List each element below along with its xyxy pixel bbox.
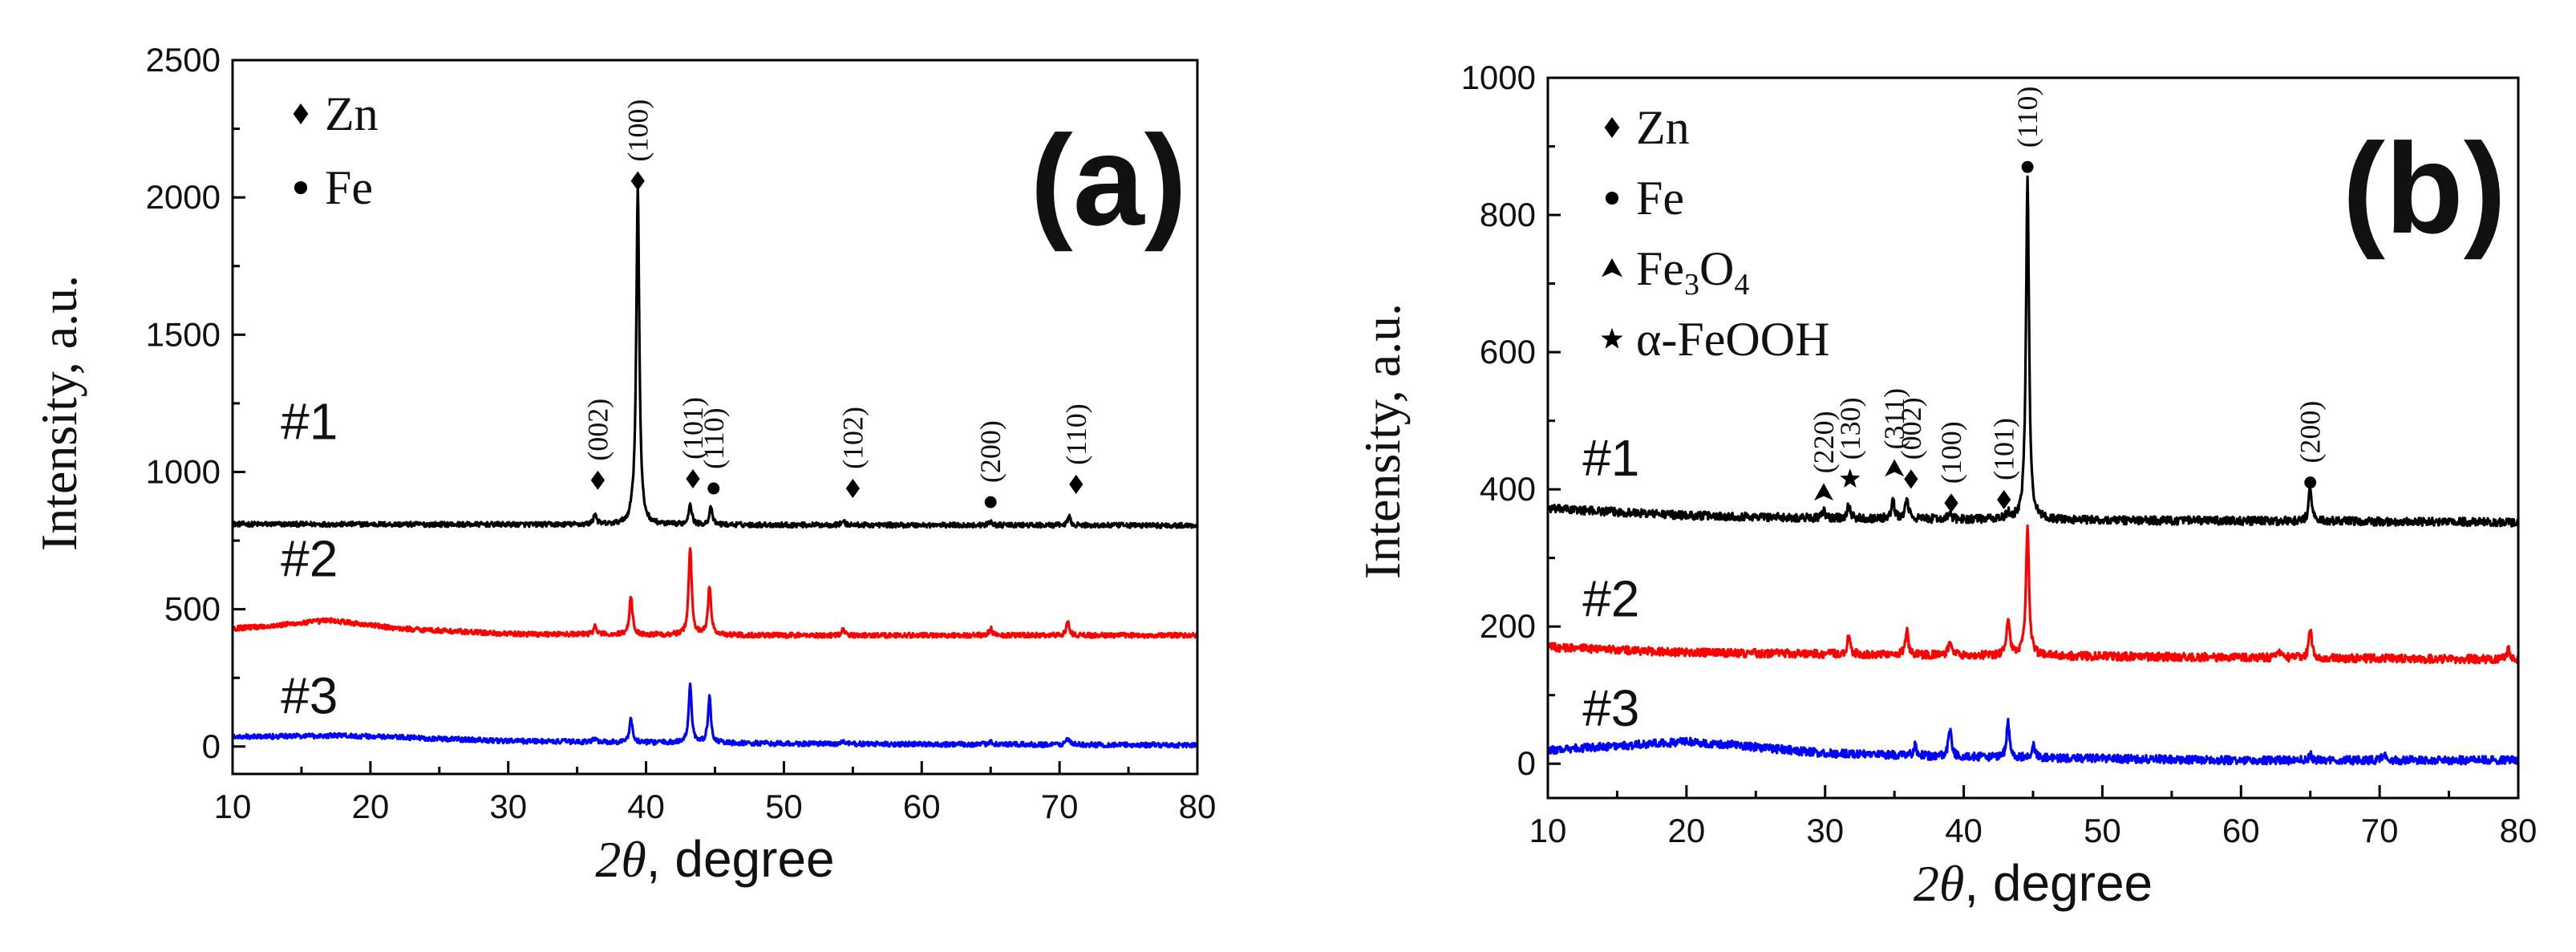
x-tick-label: 40	[627, 788, 665, 825]
peak-hkl-label: (200)	[2295, 401, 2327, 464]
peak-marker-circle	[2021, 160, 2034, 173]
x-tick-label: 30	[1806, 812, 1844, 849]
legend-subscript: 4	[1734, 268, 1749, 302]
x-axis-label: 2θ, degree	[595, 830, 834, 888]
peak-marker-diamond	[845, 479, 860, 498]
y-axis-label: Intensity, a.u.	[30, 275, 87, 551]
peak-hkl-label: (100)	[1935, 421, 1967, 484]
panel-label: (b)	[2343, 116, 2506, 260]
peak-hkl-label: (101)	[1988, 418, 2020, 480]
peak-marker-triangle	[1813, 483, 1833, 501]
peak-hkl-label: (110)	[1060, 403, 1092, 465]
legend-label: Fe	[1636, 172, 1684, 225]
y-axis-label: Intensity, a.u.	[1354, 303, 1411, 579]
x-tick-label: 10	[214, 788, 252, 825]
x-tick-label: 50	[765, 788, 803, 825]
y-tick-label: 1000	[1461, 59, 1536, 96]
x-tick-label: 60	[2222, 812, 2260, 849]
peak-hkl-label: (100)	[622, 99, 654, 162]
peak-hkl-label: (130)	[1834, 397, 1866, 460]
series-line-2	[231, 547, 1199, 639]
peak-hkl-label: (110)	[698, 407, 730, 469]
peak-marker-circle	[707, 482, 720, 495]
peak-marker-diamond	[590, 470, 606, 490]
series-label: #1	[1582, 429, 1639, 487]
peak-marker-diamond	[1904, 469, 1918, 489]
x-axis-symbol: 2θ	[595, 831, 646, 888]
series-label: #1	[281, 392, 338, 450]
x-tick-label: 70	[2361, 812, 2399, 849]
panel-a-chart: #1 #2 #3 10 20 30 40 50 60 70 80 0 500 1000 1500 2000 25…	[30, 41, 1216, 888]
peak-hkl-label: (002)	[581, 399, 614, 461]
peak-hkl-label: (002)	[1895, 397, 1927, 460]
x-axis-symbol: 2θ	[1914, 855, 1964, 912]
y-tick-label: 600	[1480, 333, 1536, 371]
peak-marker-circle	[984, 496, 997, 508]
x-tick-label: 20	[351, 788, 389, 825]
y-tick-label: 0	[202, 727, 221, 765]
legend-subscript: 3	[1684, 268, 1699, 302]
series-label: #2	[281, 530, 338, 588]
legend-marker-circle	[1605, 191, 1619, 205]
y-tick-label: 2500	[146, 41, 221, 79]
legend-marker-star	[1601, 327, 1623, 349]
series-line-3	[231, 682, 1199, 749]
x-tick-label: 80	[2500, 812, 2538, 849]
peak-hkl-label: (200)	[974, 420, 1007, 483]
legend-marker-circle	[294, 180, 308, 195]
x-tick-label: 50	[2084, 812, 2121, 849]
series-label: #3	[1582, 679, 1639, 737]
peak-marker-diamond	[686, 469, 700, 489]
peak-marker-diamond	[1069, 474, 1083, 494]
series-line-2	[1546, 524, 2520, 665]
legend-marker-diamond	[1604, 117, 1620, 138]
series-line-3	[1546, 718, 2519, 766]
series-line-1	[1546, 175, 2520, 528]
x-axis-label: 2θ, degree	[1914, 854, 2153, 912]
peak-marker-circle	[2304, 476, 2317, 489]
series-line-1	[232, 183, 1199, 529]
legend-label: Fe	[325, 161, 373, 214]
x-tick-label: 60	[903, 788, 941, 825]
series-label: #2	[1582, 569, 1639, 627]
legend-text: Fe	[1636, 242, 1684, 295]
peak-marker-diamond	[1997, 489, 2011, 509]
peak-hkl-label: (220)	[1808, 411, 1840, 473]
legend-text: O	[1699, 242, 1734, 295]
x-tick-label: 10	[1529, 812, 1567, 849]
legend-label: Zn	[325, 87, 379, 140]
panel-label: (a)	[1030, 108, 1187, 252]
peak-hkl-label: (110)	[2011, 87, 2043, 148]
peak-marker-diamond	[1944, 493, 1958, 513]
y-tick-label: 0	[1517, 744, 1536, 782]
y-tick-label: 1000	[146, 452, 221, 490]
y-tick-label: 400	[1480, 470, 1536, 508]
peak-marker-star	[1840, 468, 1861, 488]
peak-hkl-label: (311)	[1878, 388, 1910, 450]
x-tick-label: 40	[1945, 812, 1983, 849]
x-axis-text: , degree	[646, 830, 835, 888]
legend-label: Zn	[1636, 101, 1690, 154]
legend-label: α-FeOOH	[1636, 313, 1829, 366]
peak-marker-triangle	[1885, 459, 1905, 477]
x-tick-label: 80	[1179, 788, 1217, 825]
series-label: #3	[281, 667, 338, 725]
y-tick-label: 200	[1480, 607, 1536, 645]
y-tick-label: 2000	[146, 178, 221, 216]
y-tick-label: 500	[164, 590, 221, 628]
y-tick-label: 1500	[146, 315, 221, 353]
peak-marker-diamond	[630, 171, 645, 191]
x-tick-label: 70	[1041, 788, 1079, 825]
legend-label: Fe3O4	[1636, 242, 1749, 302]
x-tick-label: 30	[489, 788, 527, 825]
panel-b-chart: #1#2#310 20 30 40 50 60 70 80020040060080010002…	[1354, 59, 2537, 912]
legend-marker-diamond	[293, 103, 309, 124]
x-tick-label: 20	[1667, 812, 1705, 849]
legend-marker-triangle	[1602, 258, 1622, 277]
peak-hkl-label: (102)	[836, 407, 869, 469]
y-tick-label: 800	[1480, 196, 1536, 233]
peak-hkl-label: (101)	[677, 397, 709, 460]
x-axis-text: , degree	[1964, 854, 2153, 912]
